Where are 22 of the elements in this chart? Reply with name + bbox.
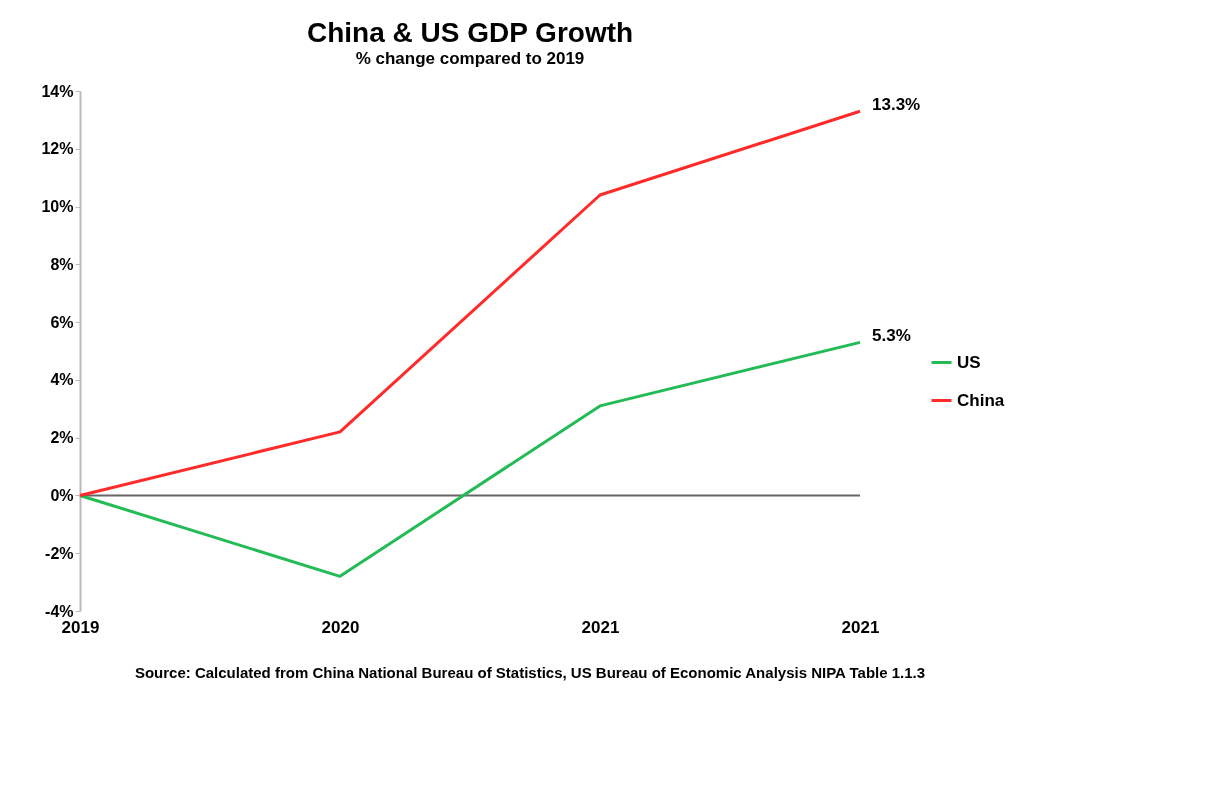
y-tick-label: 0% — [50, 486, 74, 504]
data-label: 5.3% — [872, 326, 911, 346]
y-tick-label: 6% — [50, 313, 74, 331]
y-tick-label: 10% — [41, 198, 74, 216]
chart-title: China & US GDP Growth — [306, 17, 634, 48]
y-tick-label: 14% — [41, 82, 74, 100]
line-series — [78, 109, 862, 497]
legend-label: China — [957, 390, 1005, 410]
source-note: Source: Calculated from China National Bureau of Statistics, US Bureau of Economic Analysis NIPA Table 1.1.3 — [134, 664, 926, 681]
x-tick-label: 2019 — [61, 617, 100, 637]
y-tick-label: -4% — [45, 602, 74, 620]
y-tick-label: 8% — [50, 255, 74, 273]
y-tick-label: -2% — [45, 544, 74, 562]
y-tick-label: 2% — [50, 429, 74, 447]
data-label: 13.3% — [872, 95, 921, 115]
legend-label: US — [957, 352, 981, 372]
x-tick-label: 2021 — [581, 617, 620, 637]
chart-subtitle: % change compared to 2019 — [355, 49, 585, 68]
x-tick-label: 2020 — [321, 617, 360, 637]
y-tick-label: 4% — [50, 371, 74, 389]
x-tick-label: 2021 — [841, 617, 880, 637]
y-tick-label: 12% — [41, 140, 74, 158]
